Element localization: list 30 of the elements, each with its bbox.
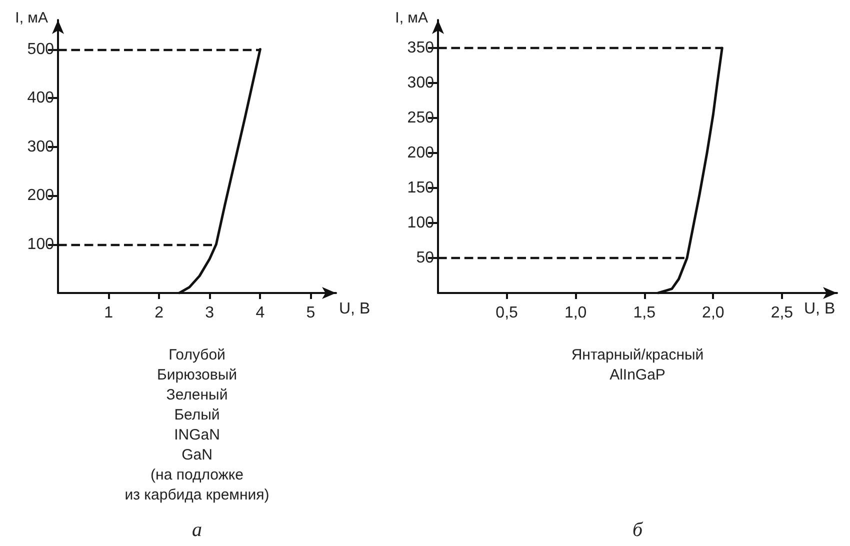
x-tick-label: 1,0 xyxy=(564,304,587,322)
x-axis-title: U, В xyxy=(804,300,836,318)
x-tick-label: 2,5 xyxy=(770,304,794,322)
y-tick-label: 300 xyxy=(407,74,434,92)
x-tick-label: 2,0 xyxy=(702,304,724,322)
x-tick-label: 2 xyxy=(154,304,164,322)
x-tick-label: 5 xyxy=(306,304,316,322)
y-tick-label: 250 xyxy=(407,110,434,126)
y-axis-title: I, мА xyxy=(395,10,428,26)
y-axis-title: I, мА xyxy=(15,10,48,26)
x-tick-label: 1 xyxy=(104,304,114,322)
y-tick-label: 150 xyxy=(407,180,434,196)
text: Янтарный/красный AlInGaP xyxy=(571,346,704,384)
y-tick-label: 200 xyxy=(407,144,434,162)
y-tick-label: 500 xyxy=(27,40,54,58)
x-tick-label: 0,5 xyxy=(496,304,518,322)
y-tick-label: 300 xyxy=(27,138,54,156)
x-tick-label: 3 xyxy=(205,304,214,322)
x-tick-label: 1,5 xyxy=(633,304,656,322)
y-tick-label: 50 xyxy=(416,250,434,266)
x-axis-title: U, В xyxy=(339,300,370,318)
y-tick-label: 400 xyxy=(27,90,54,106)
text: а xyxy=(192,519,202,541)
text: б xyxy=(632,519,644,541)
y-tick-label: 350 xyxy=(407,40,434,56)
y-tick-label: 100 xyxy=(407,214,434,232)
y-tick-label: 200 xyxy=(27,187,54,204)
y-tick-label: 100 xyxy=(27,236,54,253)
x-tick-label: 4 xyxy=(256,304,265,322)
text: Голубой Бирюзовый Зеленый Белый INGaN GaN (на подложке из карбида кремния) xyxy=(124,346,270,504)
